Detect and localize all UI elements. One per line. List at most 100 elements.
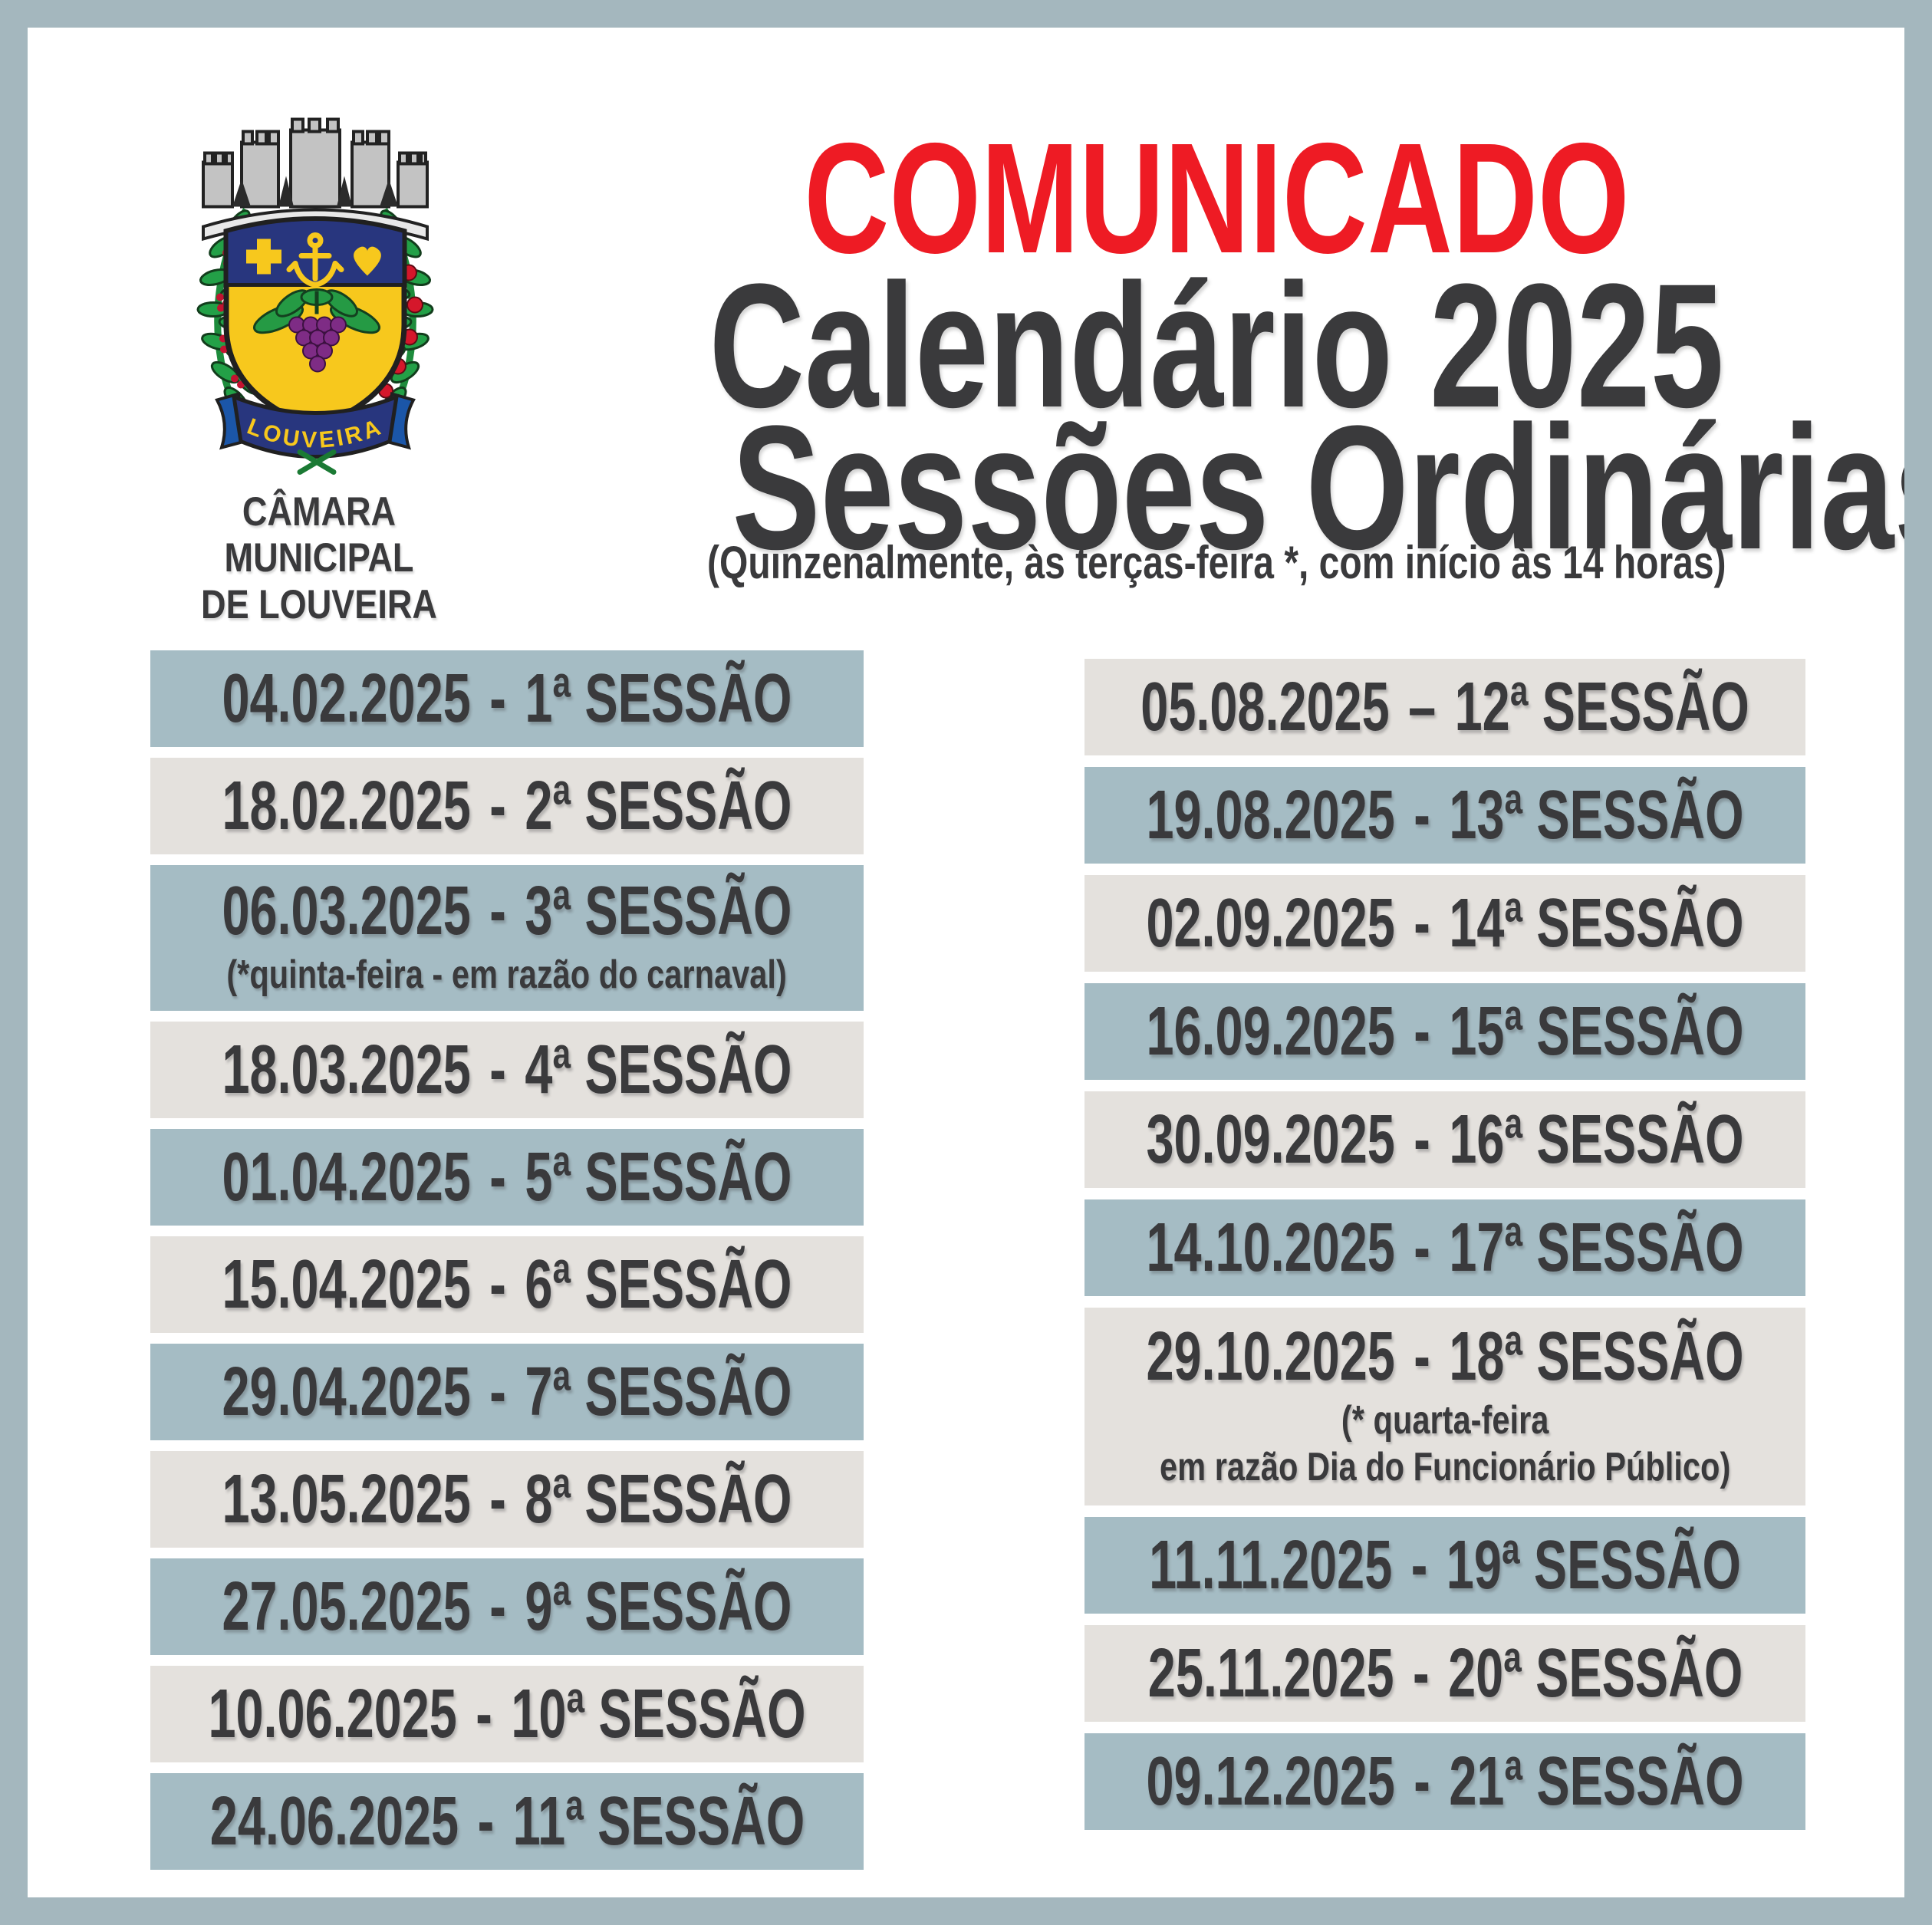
- session-entry: 19.08.2025 - 13ª SESSÃO: [1146, 781, 1743, 850]
- session-row: 29.04.2025 - 7ª SESSÃO: [150, 1344, 864, 1440]
- session-row: 09.12.2025 - 21ª SESSÃO: [1084, 1733, 1805, 1830]
- session-label: 2ª SESSÃO: [525, 768, 792, 844]
- session-row: 16.09.2025 - 15ª SESSÃO: [1084, 983, 1805, 1080]
- session-entry: 14.10.2025 - 17ª SESSÃO: [1146, 1213, 1743, 1282]
- session-label: 5ª SESSÃO: [525, 1139, 792, 1216]
- session-entry: 29.04.2025 - 7ª SESSÃO: [222, 1357, 792, 1426]
- session-label: 13ª SESSÃO: [1449, 777, 1744, 854]
- session-separator: -: [1414, 1743, 1430, 1820]
- sessions-title: Sessões Ordinárias: [732, 389, 1932, 586]
- session-entry: 09.12.2025 - 21ª SESSÃO: [1146, 1747, 1743, 1816]
- sessions-title-wrap: Sessões Ordinárias: [526, 400, 1904, 576]
- session-date: 06.03.2025: [222, 873, 471, 950]
- session-row: 18.02.2025 - 2ª SESSÃO: [150, 758, 864, 854]
- cross-charge: [246, 239, 281, 275]
- session-separator: -: [477, 1783, 494, 1860]
- session-separator: -: [489, 768, 506, 844]
- session-separator: -: [1414, 1318, 1430, 1395]
- session-entry: 30.09.2025 - 16ª SESSÃO: [1146, 1105, 1743, 1174]
- session-row: 10.06.2025 - 10ª SESSÃO: [150, 1666, 864, 1762]
- session-row: 19.08.2025 - 13ª SESSÃO: [1084, 767, 1805, 864]
- grape-leaves: [252, 288, 381, 334]
- session-row: 01.04.2025 - 5ª SESSÃO: [150, 1129, 864, 1226]
- announcement-title: COMUNICADO: [803, 110, 1630, 286]
- session-label: 8ª SESSÃO: [525, 1461, 792, 1538]
- session-label: 4ª SESSÃO: [525, 1032, 792, 1108]
- session-date: 16.09.2025: [1146, 993, 1395, 1070]
- anchor-charge: [286, 232, 344, 288]
- session-separator: -: [489, 1246, 506, 1323]
- session-row: 06.03.2025 - 3ª SESSÃO (*quinta-feira - …: [150, 865, 864, 1011]
- session-entry: 06.03.2025 - 3ª SESSÃO: [222, 877, 792, 946]
- session-label: 10ª SESSÃO: [511, 1676, 806, 1752]
- session-row: 13.05.2025 - 8ª SESSÃO: [150, 1451, 864, 1548]
- session-label: 15ª SESSÃO: [1449, 993, 1744, 1070]
- session-entry: 15.04.2025 - 6ª SESSÃO: [222, 1250, 792, 1319]
- session-date: 05.08.2025: [1140, 669, 1390, 745]
- municipal-coat-of-arms-icon: LOUVEIRA: [196, 117, 434, 475]
- session-label: 11ª SESSÃO: [512, 1783, 805, 1860]
- session-date: 15.04.2025: [222, 1246, 471, 1323]
- session-row: 04.02.2025 - 1ª SESSÃO: [150, 650, 864, 747]
- session-note: (* quarta-feira em razão Dia do Funcioná…: [1159, 1397, 1731, 1489]
- session-label: 9ª SESSÃO: [525, 1568, 792, 1645]
- session-row: 30.09.2025 - 16ª SESSÃO: [1084, 1091, 1805, 1188]
- session-separator: -: [1414, 993, 1430, 1070]
- calendar-title: Calendário 2025: [709, 247, 1724, 444]
- session-row: 14.10.2025 - 17ª SESSÃO: [1084, 1199, 1805, 1296]
- session-entry: 11.11.2025 - 19ª SESSÃO: [1149, 1531, 1741, 1600]
- session-separator: -: [1412, 1635, 1430, 1712]
- session-label: 19ª SESSÃO: [1446, 1527, 1741, 1604]
- session-separator: -: [1414, 1101, 1430, 1178]
- heart-charge: [354, 246, 381, 276]
- session-date: 04.02.2025: [222, 660, 471, 737]
- session-label: 21ª SESSÃO: [1449, 1743, 1744, 1820]
- session-entry: 18.02.2025 - 2ª SESSÃO: [222, 772, 792, 841]
- session-label: 14ª SESSÃO: [1449, 885, 1744, 962]
- schedule-note: (Quinzenalmente, às terças-feira *, com …: [706, 537, 1726, 588]
- session-row: 29.10.2025 - 18ª SESSÃO (* quarta-feira …: [1084, 1308, 1805, 1505]
- session-separator: -: [1410, 1527, 1428, 1604]
- session-separator: –: [1408, 669, 1437, 745]
- session-entry: 04.02.2025 - 1ª SESSÃO: [222, 664, 792, 733]
- session-row: 15.04.2025 - 6ª SESSÃO: [150, 1236, 864, 1333]
- session-separator: -: [1414, 777, 1430, 854]
- session-entry: 24.06.2025 - 11ª SESSÃO: [209, 1787, 804, 1856]
- session-entry: 10.06.2025 - 10ª SESSÃO: [208, 1680, 805, 1749]
- session-label: 1ª SESSÃO: [525, 660, 792, 737]
- session-label: 7ª SESSÃO: [525, 1354, 792, 1430]
- session-separator: -: [489, 1139, 506, 1216]
- session-separator: -: [489, 1032, 506, 1108]
- session-date: 30.09.2025: [1146, 1101, 1395, 1178]
- session-date: 25.11.2025: [1147, 1635, 1394, 1712]
- session-entry: 27.05.2025 - 9ª SESSÃO: [222, 1572, 792, 1641]
- session-row: 27.05.2025 - 9ª SESSÃO: [150, 1558, 864, 1655]
- session-row: 25.11.2025 - 20ª SESSÃO: [1084, 1625, 1805, 1722]
- announcement-title-wrap: COMUNICADO: [526, 110, 1904, 286]
- session-date: 02.09.2025: [1146, 885, 1395, 962]
- session-label: 17ª SESSÃO: [1449, 1209, 1744, 1286]
- session-date: 10.06.2025: [208, 1676, 457, 1752]
- session-entry: 16.09.2025 - 15ª SESSÃO: [1146, 997, 1743, 1066]
- schedule-note-wrap: (Quinzenalmente, às terças-feira *, com …: [526, 537, 1904, 588]
- session-date: 29.04.2025: [222, 1354, 471, 1430]
- session-entry: 18.03.2025 - 4ª SESSÃO: [222, 1035, 792, 1104]
- session-label: 20ª SESSÃO: [1447, 1635, 1743, 1712]
- session-label: 12ª SESSÃO: [1454, 669, 1749, 745]
- calendar-title-wrap: Calendário 2025: [526, 247, 1904, 444]
- session-separator: -: [489, 660, 506, 737]
- session-date: 24.06.2025: [209, 1783, 459, 1860]
- mural-crown: [202, 117, 429, 242]
- ribbon: LOUVEIRA: [215, 391, 416, 475]
- session-row: 18.03.2025 - 4ª SESSÃO: [150, 1022, 864, 1118]
- session-date: 29.10.2025: [1146, 1318, 1395, 1395]
- organization-name: CÂMARA MUNICIPAL DE LOUVEIRA: [146, 489, 492, 628]
- session-date: 27.05.2025: [222, 1568, 471, 1645]
- session-row: 05.08.2025 – 12ª SESSÃO: [1084, 659, 1805, 755]
- session-entry: 02.09.2025 - 14ª SESSÃO: [1146, 889, 1743, 958]
- session-label: 3ª SESSÃO: [525, 873, 792, 950]
- session-date: 09.12.2025: [1146, 1743, 1395, 1820]
- session-label: 18ª SESSÃO: [1449, 1318, 1744, 1395]
- session-label: 6ª SESSÃO: [525, 1246, 792, 1323]
